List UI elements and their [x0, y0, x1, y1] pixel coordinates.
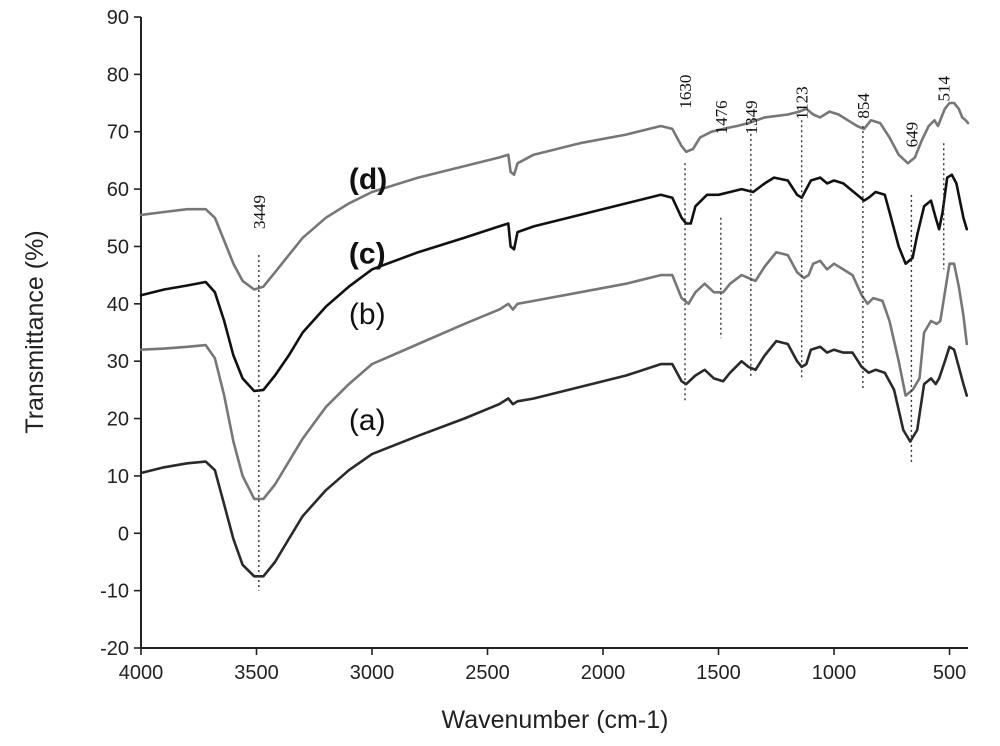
peak-label-854: 854	[854, 93, 873, 119]
x-tick-label: 2500	[465, 662, 510, 684]
y-tick-label: 80	[107, 64, 129, 86]
y-tick-label: 40	[107, 294, 129, 316]
series-group	[139, 101, 970, 578]
label-group: (a) (b) (c) (d)	[349, 163, 387, 437]
y-axis-title: Transmittance (%)	[21, 230, 49, 433]
peak-label-3449: 3449	[250, 195, 269, 229]
axes: -20 -10 0 10 20 30 40 50 60 70 80 90 4000 3500 3000 250…	[100, 7, 968, 684]
series-line-b	[139, 250, 969, 501]
peak-label-1630: 1630	[676, 75, 695, 109]
x-tick-label: 500	[933, 662, 966, 684]
series-label-a: (a)	[349, 404, 386, 437]
annotation-group: 3449 1630 1476 1349 1123 854 649 514	[250, 75, 954, 591]
y-tick-label: 0	[118, 523, 129, 545]
y-tick-label: 90	[107, 7, 129, 29]
y-tick-label: 60	[107, 179, 129, 201]
series-label-d: (d)	[349, 163, 387, 196]
y-tick-label: 30	[107, 351, 129, 373]
x-tick-label: 1500	[696, 662, 741, 684]
series-line-c	[139, 173, 969, 393]
peak-label-1476: 1476	[712, 100, 731, 134]
peak-label-514: 514	[935, 75, 954, 101]
y-tick-label: -10	[100, 581, 129, 603]
y-tick-label: -20	[100, 638, 129, 660]
x-tick-label: 2000	[581, 662, 626, 684]
y-tick-label: 10	[107, 466, 129, 488]
y-tick-label: 50	[107, 236, 129, 258]
x-tick-label: 3000	[350, 662, 395, 684]
y-tick-label: 20	[107, 409, 129, 431]
series-line-d	[139, 101, 970, 291]
peak-label-1123: 1123	[793, 86, 812, 119]
series-line-a	[139, 339, 969, 578]
x-axis-title: Wavenumber (cm-1)	[442, 706, 669, 734]
x-tick-label: 4000	[119, 662, 164, 684]
series-label-c: (c)	[349, 238, 386, 271]
x-tick-label: 3500	[234, 662, 279, 684]
series-label-b: (b)	[349, 298, 386, 331]
peak-label-1349: 1349	[742, 100, 761, 134]
x-tick-label: 1000	[812, 662, 857, 684]
y-tick-label: 70	[107, 122, 129, 144]
peak-label-649: 649	[902, 122, 921, 148]
